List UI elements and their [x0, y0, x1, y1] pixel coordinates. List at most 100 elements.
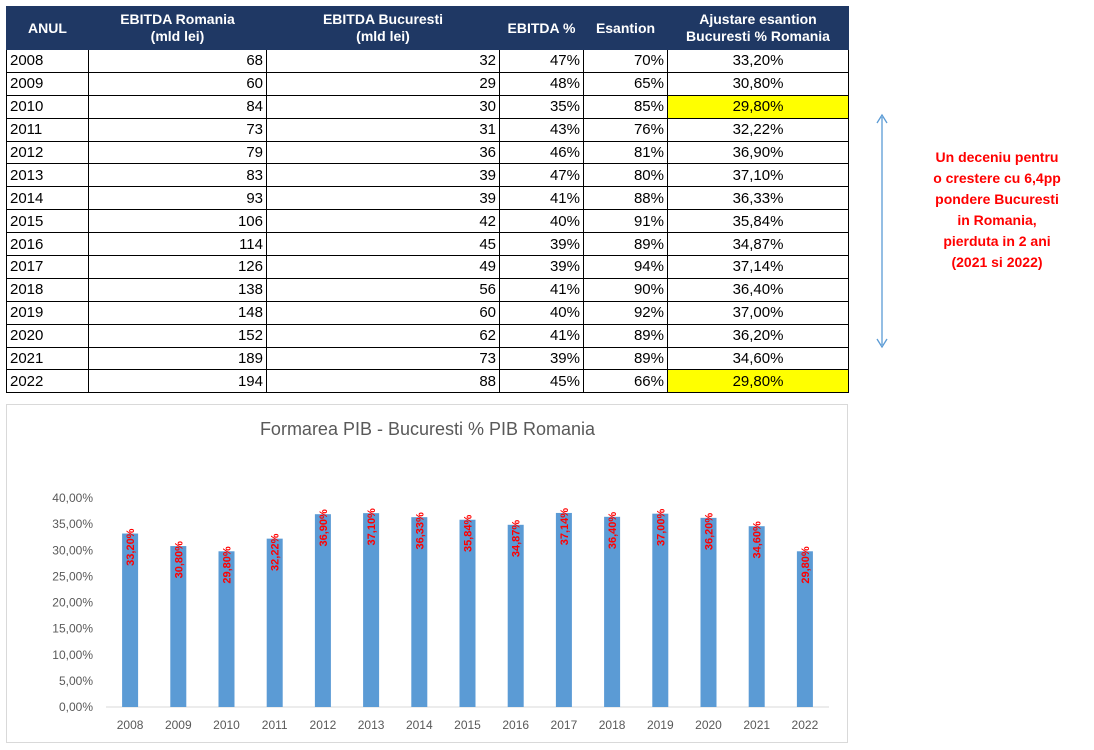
cell-ebitda-percent: 40% — [499, 300, 584, 325]
data-label: 37,10% — [366, 508, 378, 546]
cell-adjustment: 37,10% — [667, 163, 849, 188]
data-label: 29,80% — [800, 546, 812, 584]
cell-ebitda-bucuresti: 62 — [266, 323, 500, 348]
data-label: 37,14% — [559, 508, 571, 546]
x-tick-label: 2017 — [551, 718, 578, 732]
cell-ebitda-percent: 47% — [499, 163, 584, 188]
bar — [604, 516, 621, 707]
annotation-line: (2021 si 2022) — [951, 254, 1043, 270]
cell-year: 2008 — [6, 49, 89, 73]
cell-ebitda-bucuresti: 30 — [266, 94, 500, 119]
x-tick-label: 2014 — [406, 718, 433, 732]
cell-year: 2018 — [6, 277, 89, 302]
cell-ebitda-percent: 35% — [499, 94, 584, 119]
cell-ebitda-romania: 126 — [88, 255, 267, 279]
data-label: 36,40% — [607, 512, 619, 550]
cell-esantion: 89% — [583, 323, 668, 348]
x-tick-label: 2019 — [647, 718, 674, 732]
cell-ebitda-romania: 189 — [88, 346, 267, 371]
cell-ebitda-romania: 106 — [88, 209, 267, 234]
x-tick-label: 2010 — [213, 718, 240, 732]
cell-adjustment: 32,22% — [667, 117, 849, 142]
cell-ebitda-romania: 83 — [88, 163, 267, 188]
cell-esantion: 66% — [583, 369, 668, 394]
data-label: 30,80% — [173, 541, 185, 579]
cell-adjustment: 34,60% — [667, 346, 849, 371]
bar — [507, 524, 524, 707]
bar — [796, 551, 813, 707]
cell-adjustment: 37,00% — [667, 300, 849, 325]
cell-ebitda-percent: 40% — [499, 209, 584, 234]
bar — [748, 526, 765, 707]
cell-year: 2012 — [6, 140, 89, 165]
cell-ebitda-percent: 41% — [499, 277, 584, 302]
cell-ebitda-bucuresti: 56 — [266, 277, 500, 302]
bar — [555, 512, 572, 707]
x-tick-label: 2020 — [695, 718, 722, 732]
table-row: 2021 189 73 39% 89% 34,60% — [6, 346, 849, 371]
data-label: 34,60% — [752, 521, 764, 559]
cell-ebitda-bucuresti: 42 — [266, 209, 500, 234]
header-year: ANUL — [6, 6, 89, 50]
cell-ebitda-bucuresti: 32 — [266, 49, 500, 73]
cell-esantion: 89% — [583, 232, 668, 257]
table-row: 2013 83 39 47% 80% 37,10% — [6, 163, 849, 188]
bar — [122, 533, 139, 707]
cell-adjustment: 37,14% — [667, 255, 849, 279]
cell-adjustment: 33,20% — [667, 49, 849, 73]
annotation-line: pondere Bucuresti — [935, 191, 1059, 207]
header-adjustment: Ajustare esantion Bucuresti % Romania — [667, 6, 849, 50]
table-row: 2017 126 49 39% 94% 37,14% — [6, 255, 849, 279]
cell-adjustment: 36,40% — [667, 277, 849, 302]
cell-year: 2015 — [6, 209, 89, 234]
table-row: 2012 79 36 46% 81% 36,90% — [6, 140, 849, 165]
cell-ebitda-romania: 79 — [88, 140, 267, 165]
cell-ebitda-bucuresti: 39 — [266, 186, 500, 211]
cell-esantion: 65% — [583, 71, 668, 96]
cell-ebitda-romania: 60 — [88, 71, 267, 96]
cell-year: 2022 — [6, 369, 89, 394]
data-label: 37,00% — [655, 508, 667, 546]
chart-title: Formarea PIB - Bucuresti % PIB Romania — [260, 419, 596, 439]
cell-esantion: 89% — [583, 346, 668, 371]
annotation-line: Un deceniu pentru — [935, 149, 1059, 165]
cell-esantion: 88% — [583, 186, 668, 211]
y-tick-label: 5,00% — [59, 674, 93, 688]
y-tick-label: 15,00% — [52, 622, 93, 636]
table-row: 2016 114 45 39% 89% 34,87% — [6, 232, 849, 257]
x-tick-label: 2012 — [310, 718, 337, 732]
y-tick-label: 25,00% — [52, 569, 93, 583]
data-label: 34,87% — [511, 520, 523, 558]
data-label: 29,80% — [222, 546, 234, 584]
cell-year: 2009 — [6, 71, 89, 96]
cell-ebitda-romania: 73 — [88, 117, 267, 142]
cell-ebitda-romania: 194 — [88, 369, 267, 394]
cell-ebitda-bucuresti: 60 — [266, 300, 500, 325]
header-ebitda-bucuresti: EBITDA Bucuresti (mld lei) — [266, 6, 500, 50]
data-table: ANUL EBITDA Romania (mld lei) EBITDA Bucu… — [6, 6, 849, 394]
table-row: 2009 60 29 48% 65% 30,80% — [6, 71, 849, 96]
data-label: 32,22% — [270, 533, 282, 571]
cell-year: 2013 — [6, 163, 89, 188]
bar — [218, 551, 235, 707]
cell-esantion: 81% — [583, 140, 668, 165]
header-ebitda-romania: EBITDA Romania (mld lei) — [88, 6, 267, 50]
cell-ebitda-bucuresti: 39 — [266, 163, 500, 188]
cell-year: 2021 — [6, 346, 89, 371]
cell-adjustment: 34,87% — [667, 232, 849, 257]
cell-esantion: 80% — [583, 163, 668, 188]
data-label: 36,20% — [704, 513, 716, 551]
bar — [411, 517, 428, 707]
cell-ebitda-percent: 39% — [499, 255, 584, 279]
cell-year: 2020 — [6, 323, 89, 348]
bar — [170, 546, 187, 707]
bar — [266, 538, 283, 707]
cell-ebitda-percent: 48% — [499, 71, 584, 96]
cell-ebitda-percent: 45% — [499, 369, 584, 394]
table-row: 2022 194 88 45% 66% 29,80% — [6, 369, 849, 394]
data-label: 36,33% — [414, 512, 426, 550]
cell-ebitda-romania: 138 — [88, 277, 267, 302]
y-tick-label: 20,00% — [52, 596, 93, 610]
cell-esantion: 90% — [583, 277, 668, 302]
table-row: 2008 68 32 47% 70% 33,20% — [6, 49, 849, 73]
